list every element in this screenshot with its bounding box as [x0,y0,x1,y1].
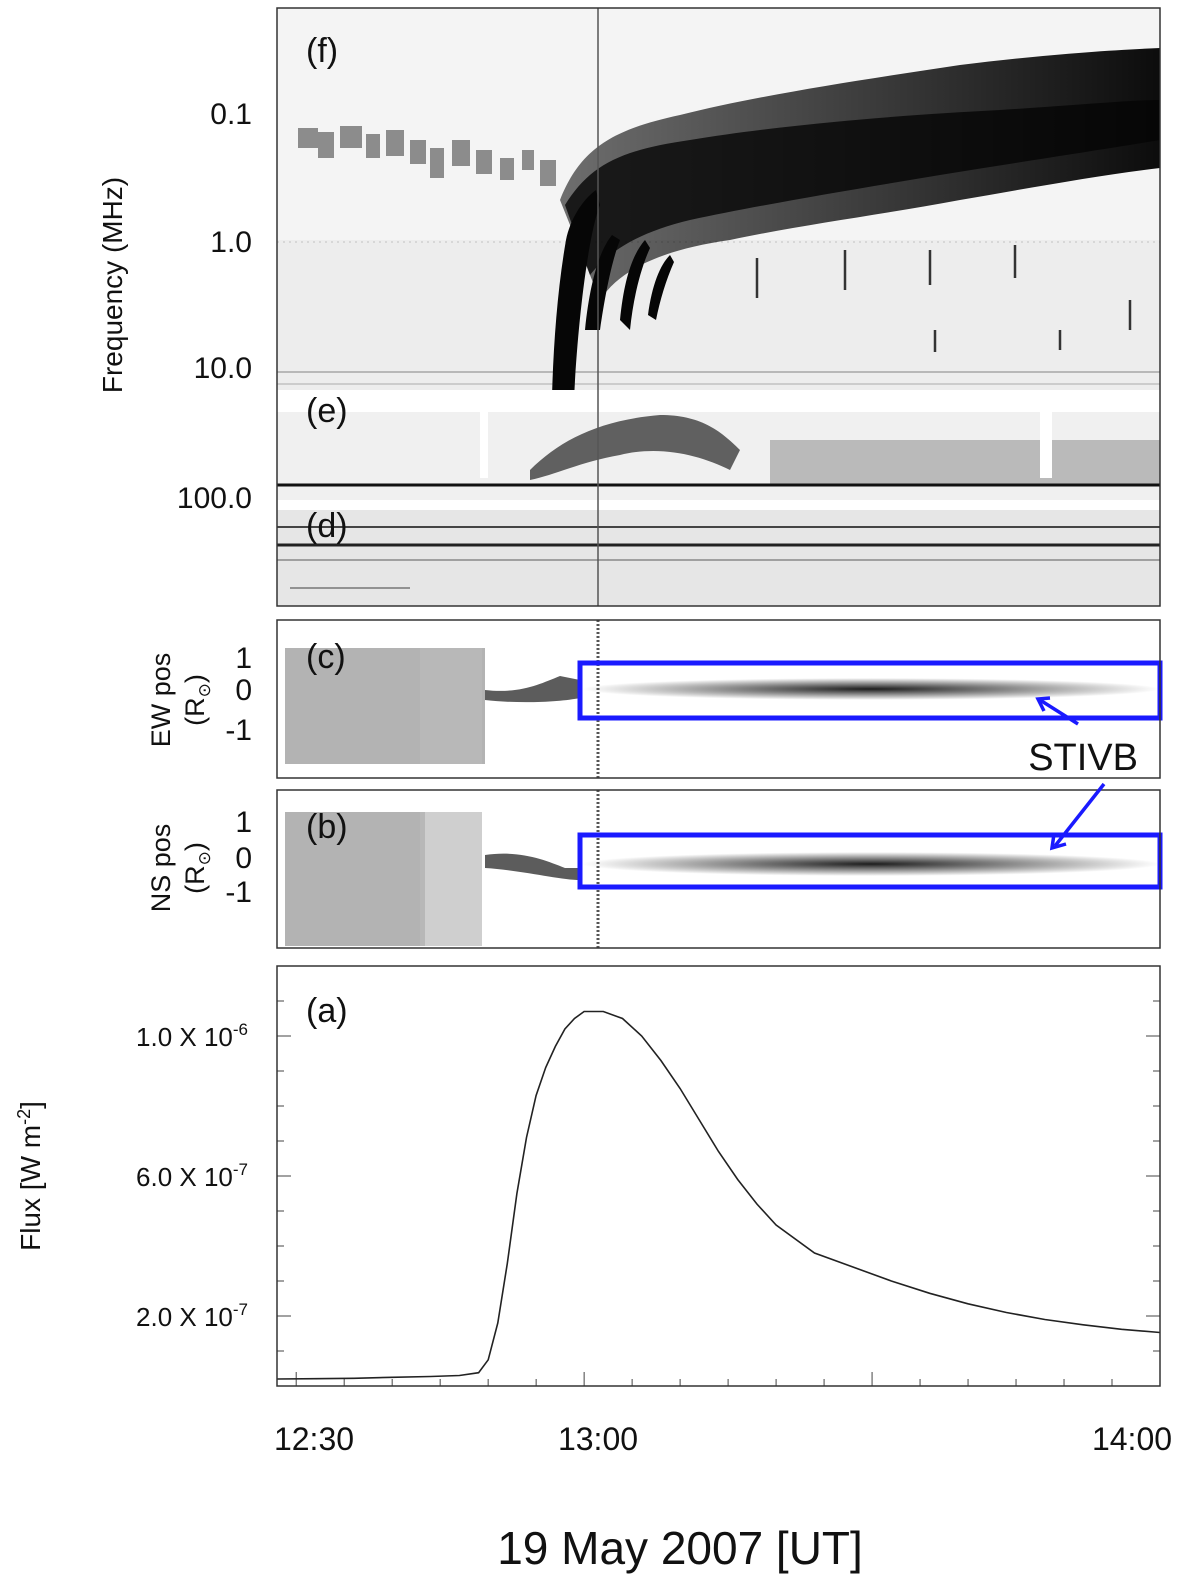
panel-c-ytick: -1 [225,714,252,747]
panel-b-ytick: -1 [225,876,252,909]
panel-d-label: (d) [306,507,348,545]
x-tick-label: 12:30 [274,1421,354,1457]
panel-b-ytick: 0 [235,842,252,875]
spectrogram-e-emission [530,415,740,480]
panel-b-noise [285,812,425,946]
spectrogram-f-spikes [755,245,1132,352]
panel-c-drift [485,676,580,703]
stivb-annotation: STIVB [1028,696,1138,851]
stivb-arrow-ew [1039,698,1079,726]
panel-b-label: (b) [306,808,348,846]
spectrogram-e-gap [1040,412,1052,478]
panel-b-source-track [582,852,1160,876]
svg-text:EW pos: EW pos [146,653,176,748]
spectrogram-ytick-label: 0.1 [210,98,252,131]
flux-ytick-label: 6.0 X 10-7 [136,1160,248,1192]
panel-c-label: (c) [306,638,346,676]
panel-b: (b) 1 0 -1 NS pos (R⊙) [146,789,1163,949]
svg-text:(R⊙): (R⊙) [180,674,214,726]
x-tick-label: 13:00 [558,1421,638,1457]
panel-c-ytick: 0 [235,674,252,707]
spectrogram-ytick-label: 100.0 [177,482,252,515]
panel-a-label: (a) [306,992,348,1030]
panel-b-ylabel: NS pos (R⊙) [146,824,214,913]
panel-e-label: (e) [306,392,348,430]
stivb-label: STIVB [1028,737,1138,779]
spectrogram-panel: (f) (e) (d) 0.1 1.0 10.0 100.0 Frequency… [97,7,1161,607]
flux-ytick-label: 1.0 X 10-6 [136,1020,248,1052]
flux-ytick-label: 2.0 X 10-7 [136,1300,248,1332]
x-tick-label: 14:00 [1092,1421,1172,1457]
panel-b-drift [485,853,580,880]
x-axis-title: 19 May 2007 [UT] [497,1522,863,1574]
spectrogram-gap-f-e [277,390,1160,412]
spectrogram-f-texture [277,240,1160,390]
spectrogram-ytick-label: 10.0 [194,352,252,385]
flux-ytick-labels: 1.0 X 10-6 6.0 X 10-7 2.0 X 10-7 [136,1020,248,1332]
svg-text:NS pos: NS pos [146,824,176,913]
flux-line [276,1010,1161,1380]
panel-c-ytick: 1 [235,642,252,675]
spectrogram-e-continuum [770,440,1160,485]
panel-f-label: (f) [306,32,338,70]
panel-c-ylabel: EW pos (R⊙) [146,653,214,748]
spectrogram-ylabel: Frequency (MHz) [97,177,128,393]
flux-ylabel: Flux [W m-2] [14,1101,46,1251]
panel-a: (a) 1.0 X 10-6 6.0 X 10-7 2.0 X 10-7 Flux … [14,965,1161,1387]
svg-text:(R⊙): (R⊙) [180,842,214,894]
spectrogram-frame [276,7,1161,607]
spectrogram-ytick-label: 1.0 [210,226,252,259]
panel-b-ytick: 1 [235,806,252,839]
spectrogram-d-region [277,510,1160,606]
type-iv-emission-core [565,100,1160,275]
stivb-arrow-ns [1053,782,1106,848]
spectrogram-f-patches [298,126,556,186]
panel-c: (c) 1 0 -1 EW pos (R⊙) [146,619,1163,779]
panel-c-source-track [582,678,1160,700]
spectrogram-gap-e-d [277,500,1160,510]
